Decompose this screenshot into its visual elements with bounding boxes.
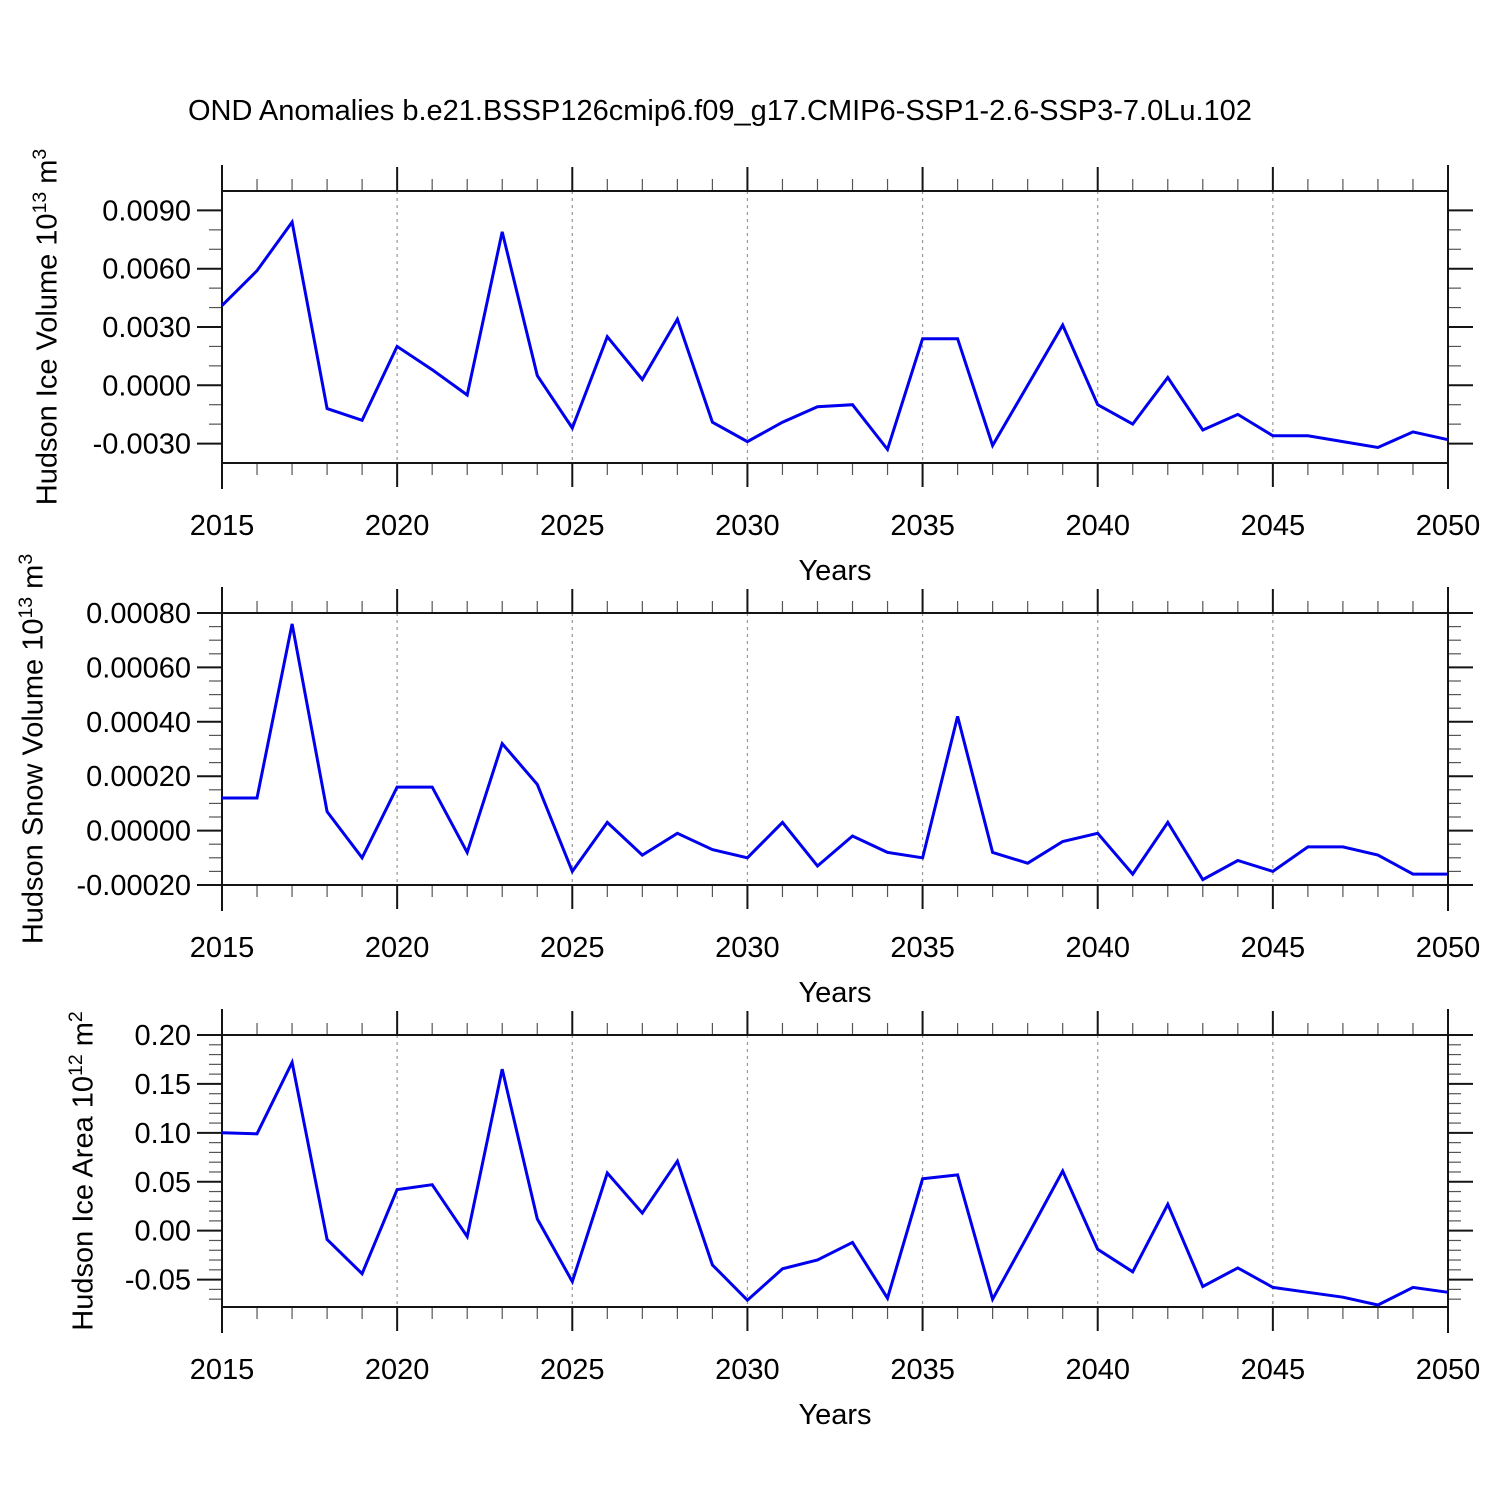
- y-tick-label: 0.10: [135, 1118, 191, 1150]
- y-tick-label: 0.00060: [86, 652, 191, 684]
- y-tick-label: 0.00000: [86, 816, 191, 848]
- y-tick-label: 0.0060: [102, 254, 191, 286]
- y-tick-label: -0.0030: [93, 429, 191, 461]
- x-tick-label: 2025: [540, 932, 605, 964]
- x-tick-label: 2050: [1416, 510, 1481, 542]
- x-axis-title-panel-3: Years: [798, 1399, 872, 1431]
- x-tick-label: 2020: [365, 932, 430, 964]
- y-tick-label: 0.00: [135, 1216, 191, 1248]
- y-tick-label: 0.00040: [86, 707, 191, 739]
- plot-frame: [221, 1034, 1449, 1308]
- plot-frame: [221, 190, 1449, 464]
- x-tick-label: 2050: [1416, 932, 1481, 964]
- y-tick-label: -0.05: [125, 1265, 191, 1297]
- y-axis-title-ice-area: Hudson Ice Area 1012 m2: [65, 1011, 100, 1331]
- x-tick-label: 2030: [715, 932, 780, 964]
- panel-1: 0.0090 0.0060 0.0030 0.0000 -0.0030 2015 2020 2…: [93, 165, 1481, 542]
- panel-3: 0.20 0.15 0.10 0.05 0.00 -0.05 2015 2020 2025 203…: [125, 1009, 1480, 1386]
- x-tick-label: 2025: [540, 1354, 605, 1386]
- x-tick-label: 2040: [1065, 510, 1130, 542]
- x-tick-label: 2020: [365, 1354, 430, 1386]
- x-tick-label: 2045: [1241, 1354, 1306, 1386]
- data-line: [220, 218, 1449, 453]
- y-tick-label: 0.0000: [102, 370, 191, 402]
- x-tick-label: 2020: [365, 510, 430, 542]
- x-tick-label: 2015: [190, 1354, 255, 1386]
- figure-title: OND Anomalies b.e21.BSSP126cmip6.f09_g17…: [188, 95, 1252, 127]
- y-axis-title-snow-volume: Hudson Snow Volume 1013 m3: [15, 553, 50, 945]
- x-tick-label: 2015: [190, 510, 255, 542]
- x-tick-label: 2035: [890, 510, 955, 542]
- y-tick-label: -0.00020: [77, 870, 192, 902]
- y-tick-label: 0.15: [135, 1069, 191, 1101]
- x-tick-label: 2030: [715, 510, 780, 542]
- data-line: [222, 623, 1448, 882]
- panel-2: 0.00080 0.00060 0.00040 0.00020 0.00000 -0.00…: [77, 587, 1481, 964]
- x-tick-label: 2045: [1241, 510, 1306, 542]
- x-tick-label: 2040: [1065, 1354, 1130, 1386]
- data-line: [221, 1057, 1449, 1307]
- x-tick-label: 2050: [1416, 1354, 1481, 1386]
- x-axis-title-panel-2: Years: [798, 977, 872, 1009]
- y-tick-label: 0.05: [135, 1167, 191, 1199]
- y-tick-label: 0.00020: [86, 761, 191, 793]
- x-tick-label: 2035: [890, 1354, 955, 1386]
- x-tick-label: 2045: [1241, 932, 1306, 964]
- x-axis-title-panel-1: Years: [798, 555, 872, 587]
- y-tick-label: 0.00080: [86, 598, 191, 630]
- x-tick-label: 2035: [890, 932, 955, 964]
- y-tick-label: 0.0090: [102, 195, 191, 227]
- x-tick-label: 2030: [715, 1354, 780, 1386]
- x-tick-label: 2040: [1065, 932, 1130, 964]
- y-tick-label: 0.20: [135, 1020, 191, 1052]
- plot-frame: [221, 612, 1449, 886]
- x-tick-label: 2025: [540, 510, 605, 542]
- y-tick-label: 0.0030: [102, 312, 191, 344]
- x-tick-label: 2015: [190, 932, 255, 964]
